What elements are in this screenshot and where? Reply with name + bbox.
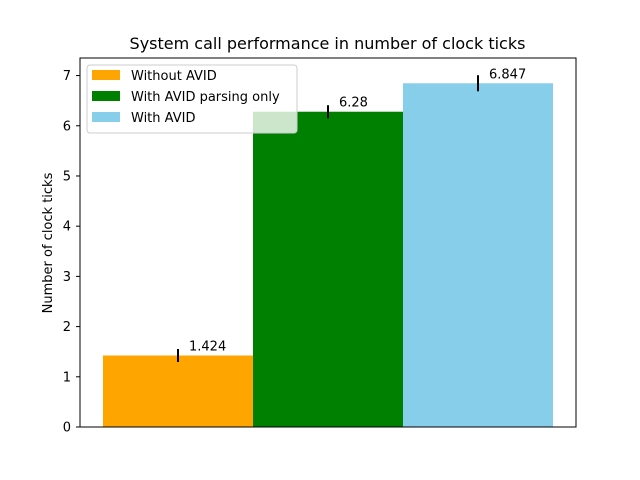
y-axis-label: Number of clock ticks: [41, 172, 56, 313]
error-bars-layer: [177, 75, 479, 363]
legend-label-3: With AVID: [131, 111, 195, 126]
legend-swatch-3: [92, 112, 120, 122]
chart-title: System call performance in number of clo…: [130, 34, 526, 53]
legend-label-2: With AVID parsing only: [131, 90, 280, 105]
y-tick-label-3: 3: [63, 270, 71, 285]
value-label-1: 1.424: [189, 340, 226, 355]
bar-2: [253, 111, 403, 427]
bar-1: [103, 355, 253, 427]
legend-swatch-2: [92, 91, 120, 101]
value-label-2: 6.28: [339, 96, 368, 111]
legend-label-1: Without AVID: [131, 69, 217, 84]
y-tick-label-1: 1: [63, 370, 71, 385]
value-label-3: 6.847: [489, 67, 526, 82]
plot-frame: [79, 57, 577, 428]
legend-swatch-1: [92, 70, 120, 80]
y-tick-label-4: 4: [63, 220, 71, 235]
y-tick-label-5: 5: [63, 169, 71, 184]
value-labels-layer: 1.424 6.28 6.847: [189, 67, 526, 354]
y-tick-label-7: 7: [63, 69, 71, 84]
legend: Without AVID With AVID parsing only With A…: [86, 64, 298, 134]
bars-layer: [103, 83, 553, 427]
y-tick-label-2: 2: [63, 320, 71, 335]
bar-3: [403, 83, 553, 427]
axes-layer: 0 1 2 3 4 5 6 7: [63, 57, 577, 436]
y-tick-label-0: 0: [63, 421, 71, 436]
legend-box: [86, 64, 298, 134]
y-tick-label-6: 6: [63, 119, 71, 134]
